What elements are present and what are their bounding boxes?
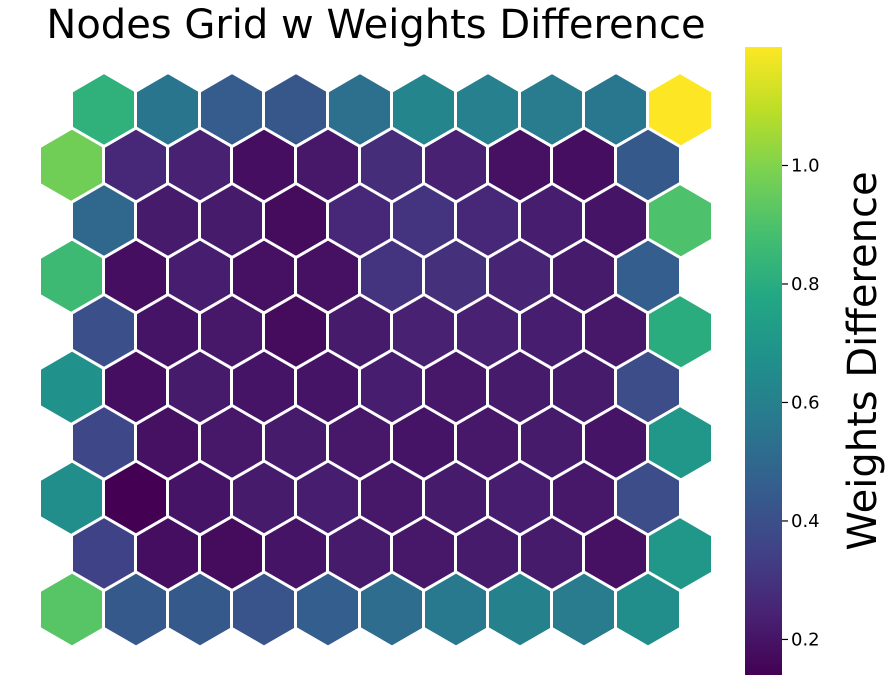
colorbar-tick-label: 0.8 — [791, 274, 820, 295]
colorbar-label: Weights Difference — [840, 171, 886, 550]
chart-title: Nodes Grid w Weights Difference — [46, 2, 705, 48]
colorbar-ticks: 0.2 0.4 0.6 0.8 1.0 — [782, 155, 820, 650]
hex-grid — [38, 70, 714, 649]
colorbar-tick-label: 0.6 — [791, 392, 820, 413]
hex-cell — [614, 570, 682, 649]
colorbar-tick-label: 0.4 — [791, 511, 820, 532]
colorbar-tick-label: 0.2 — [791, 629, 820, 650]
colorbar-tick-label: 1.0 — [791, 155, 820, 176]
colorbar — [745, 47, 782, 675]
